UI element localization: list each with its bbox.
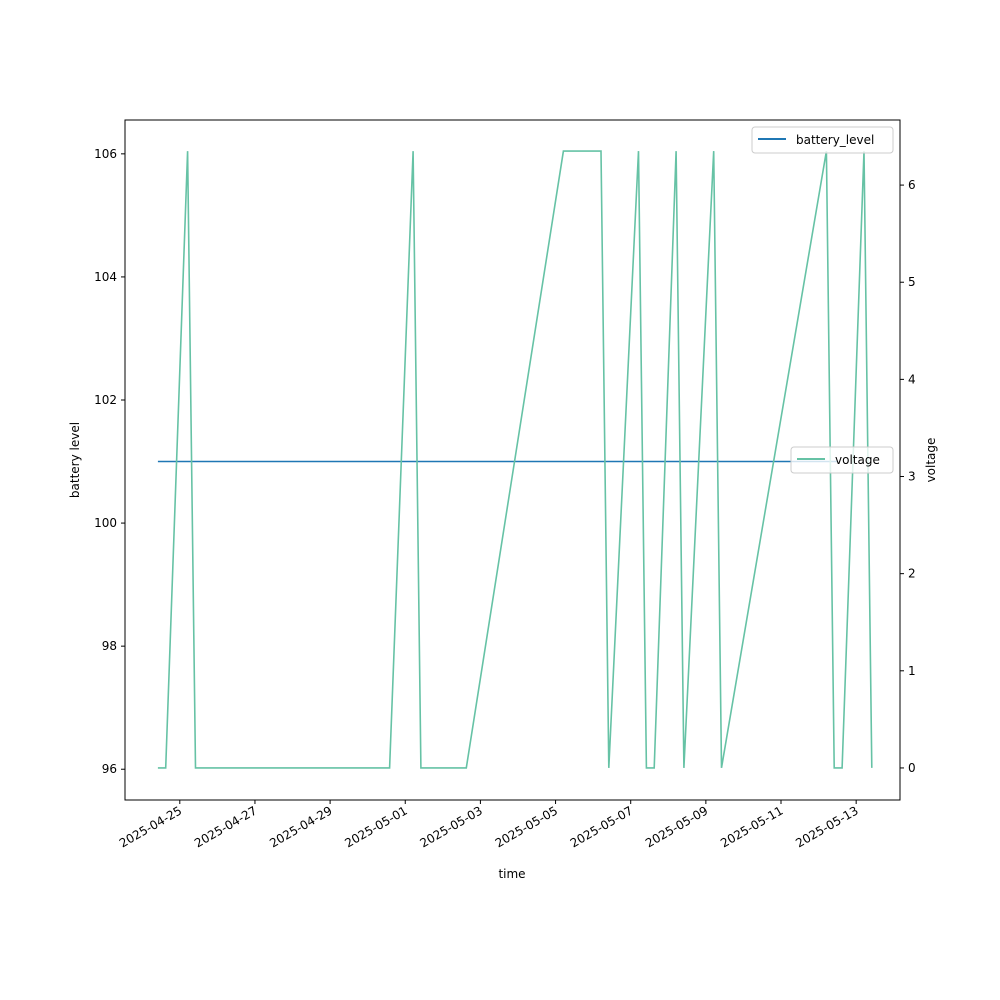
y-right-tick-label: 0: [908, 761, 916, 775]
y-left-tick-label: 102: [94, 393, 117, 407]
y-right-tick-label: 4: [908, 372, 916, 386]
y-left-axis-label: battery level: [68, 422, 82, 498]
y-right-tick-label: 1: [908, 664, 916, 678]
y-right-axis: 0 1 2 3 4 5 6: [900, 178, 916, 775]
y-left-tick-label: 98: [102, 639, 117, 653]
y-right-axis-label: voltage: [924, 438, 938, 483]
y-left-tick-label: 106: [94, 147, 117, 161]
legend-battery-label: battery_level: [796, 133, 874, 147]
y-left-tick-label: 100: [94, 516, 117, 530]
plot-frame: [124, 119, 901, 801]
y-left-tick-label: 96: [102, 762, 117, 776]
series-line-voltage: [157, 150, 873, 769]
legend-voltage-label: voltage: [835, 453, 880, 467]
y-right-tick-label: 3: [908, 470, 916, 484]
x-axis-label: time: [498, 867, 525, 881]
legend-voltage: voltage: [790, 446, 894, 474]
legend-battery-box: [751, 126, 894, 154]
y-right-tick-label: 5: [908, 275, 916, 289]
y-left-tick-label: 104: [94, 270, 117, 284]
y-left-axis: 96 98 100 102 104 106: [94, 147, 125, 776]
legend-voltage-box: [790, 446, 894, 474]
legend-battery: battery_level: [751, 126, 894, 154]
y-right-tick-label: 2: [908, 567, 916, 581]
y-right-tick-label: 6: [908, 178, 916, 192]
series-layer: [157, 150, 873, 769]
